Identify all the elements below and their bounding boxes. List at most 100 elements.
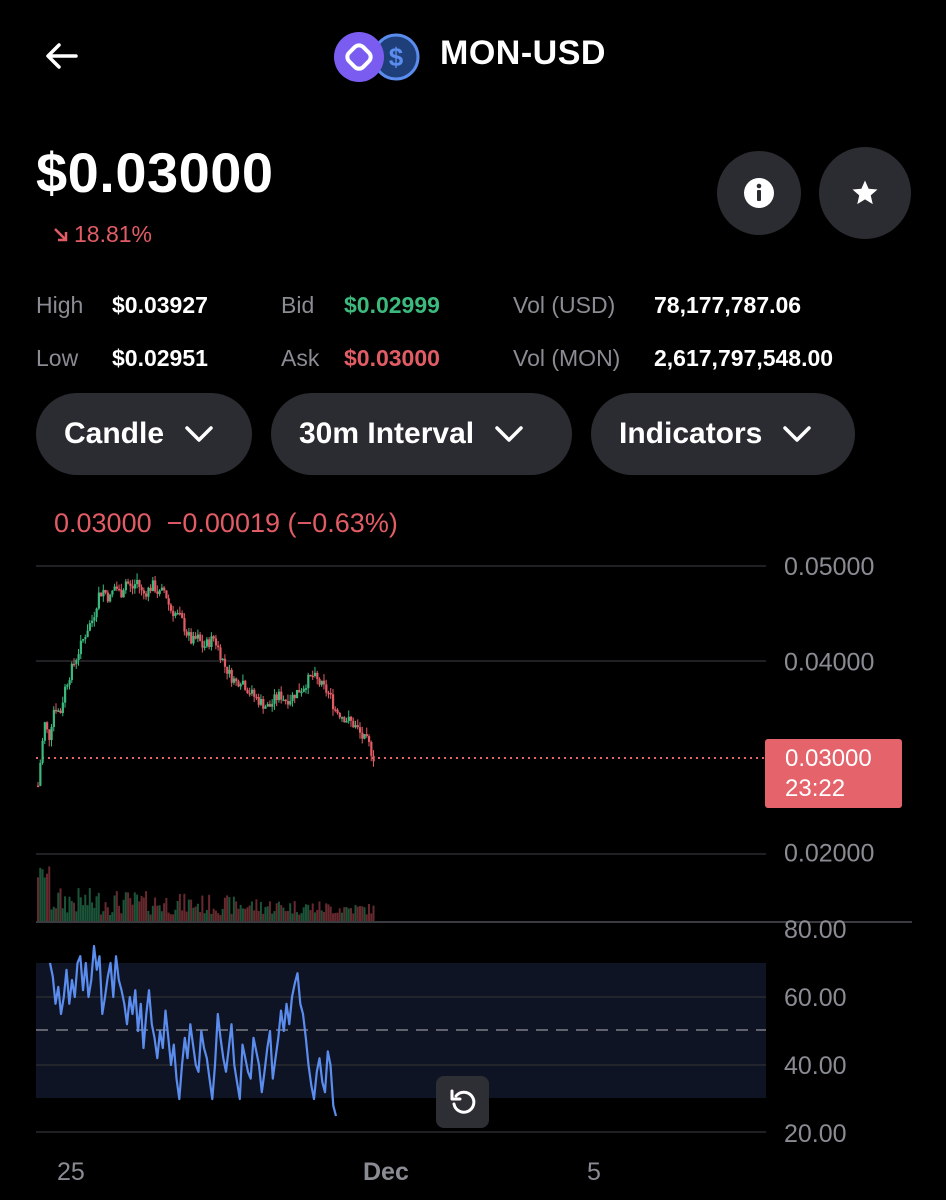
- candle-body: [183, 617, 186, 632]
- candle-body: [250, 689, 254, 694]
- candle-body: [327, 692, 330, 695]
- candle-body: [178, 612, 182, 615]
- candle-body: [55, 709, 58, 712]
- volume-bar: [149, 914, 152, 921]
- volume-bar: [217, 913, 220, 921]
- candle-body: [84, 637, 87, 640]
- candle-body: [70, 663, 73, 681]
- candle-body: [210, 636, 213, 648]
- interval-dropdown[interactable]: 30m Interval: [271, 393, 572, 475]
- rsi-axis-tick: 60.00: [784, 984, 847, 1012]
- candle-body: [313, 672, 317, 677]
- volume-bar: [57, 892, 60, 921]
- volume-bar: [196, 903, 199, 921]
- rsi-series: [48, 944, 338, 1117]
- volume-bar: [262, 913, 265, 921]
- reset-chart-button[interactable]: [436, 1076, 489, 1128]
- indicators-dropdown[interactable]: Indicators: [591, 393, 855, 475]
- chart-type-dropdown[interactable]: Candle: [36, 393, 252, 475]
- candle-body: [205, 639, 209, 647]
- volume-bar: [367, 904, 370, 921]
- svg-text:$: $: [389, 42, 404, 72]
- volume-bar: [84, 894, 87, 921]
- candle-body: [66, 684, 69, 687]
- candle-body: [149, 587, 152, 592]
- legend-change: −0.00019: [166, 508, 280, 538]
- volume-bar: [133, 892, 136, 921]
- candle-body: [48, 729, 51, 741]
- volume-bar: [82, 905, 85, 921]
- volume-bar: [340, 912, 343, 921]
- candle-body: [331, 694, 335, 710]
- candle-body: [120, 589, 123, 598]
- candle-body: [365, 734, 368, 737]
- volume-bar: [295, 912, 298, 921]
- candle-body: [93, 617, 96, 621]
- volume-bar: [113, 895, 116, 921]
- volume-bar: [156, 905, 159, 921]
- candle-body: [118, 588, 121, 591]
- candle-body: [322, 680, 326, 685]
- candle-body: [349, 716, 353, 721]
- rsi-axis-tick: 20.00: [784, 1120, 847, 1148]
- favorite-button[interactable]: [819, 147, 911, 239]
- candle-body: [343, 717, 346, 723]
- volume-bar: [228, 897, 231, 921]
- volume-bar: [172, 914, 175, 921]
- candle-body: [111, 590, 114, 595]
- price-axis: 0.05000 0.04000 0.02000: [784, 553, 874, 868]
- star-icon: [852, 180, 878, 205]
- candle-body: [320, 680, 323, 685]
- candle-series: [37, 573, 375, 788]
- low-label: Low: [36, 345, 79, 371]
- candle-body: [363, 734, 366, 739]
- candle-body: [340, 717, 344, 719]
- candle-body: [367, 736, 371, 742]
- volume-bar: [316, 909, 319, 921]
- candle-body: [131, 585, 134, 589]
- volume-bar: [286, 910, 289, 921]
- candle-body: [147, 587, 150, 597]
- arrow-down-right-icon: [54, 228, 68, 242]
- candle-body: [345, 721, 348, 723]
- interval-label: 30m Interval: [299, 417, 475, 450]
- volume-bar: [111, 912, 114, 921]
- volume-bar: [39, 867, 42, 921]
- volume-bars: [37, 866, 375, 921]
- candle-body: [75, 660, 78, 664]
- volume-bar: [97, 892, 100, 921]
- volume-bar: [52, 906, 55, 921]
- candle-body: [43, 722, 46, 741]
- volume-bar: [142, 897, 145, 921]
- volume-bar: [273, 911, 276, 921]
- back-arrow-icon[interactable]: [42, 36, 82, 76]
- legend-change-pct: (−0.63%): [287, 508, 398, 538]
- candle-body: [174, 613, 177, 616]
- candle-body: [64, 686, 67, 703]
- info-button[interactable]: [717, 151, 801, 235]
- candle-body: [255, 696, 258, 699]
- volume-bar: [232, 896, 235, 921]
- volume-bar: [302, 907, 305, 921]
- price-chart[interactable]: 0.05000 0.04000 0.02000 80.00 60.00 40.00 20.…: [0, 540, 946, 1160]
- candle-body: [268, 704, 272, 707]
- chart-grid: [36, 565, 912, 1133]
- candle-body: [223, 658, 227, 667]
- candle-body: [232, 678, 236, 683]
- candle-body: [309, 674, 312, 677]
- volume-bar: [73, 902, 76, 921]
- pair-logo-icon: $: [334, 32, 420, 82]
- candle-body: [354, 725, 357, 728]
- candle-body: [109, 594, 112, 602]
- volume-bar: [327, 904, 330, 921]
- volume-bar: [75, 911, 78, 921]
- volume-bar: [88, 888, 91, 921]
- candle-body: [228, 669, 231, 674]
- volume-bar: [93, 907, 96, 921]
- volume-bar: [192, 907, 195, 921]
- vol-mon-label: Vol (MON): [513, 345, 621, 371]
- candle-body: [88, 623, 91, 631]
- candle-body: [82, 639, 85, 641]
- candle-body: [286, 701, 290, 705]
- candle-body: [282, 699, 285, 702]
